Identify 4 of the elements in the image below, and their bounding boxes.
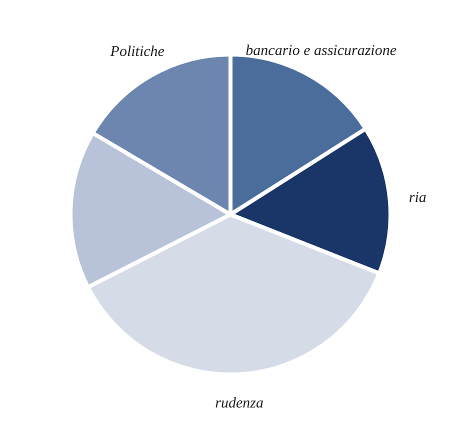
slice-label: bancario e assicurazione	[246, 42, 397, 59]
slice-label: Politiche	[109, 44, 165, 60]
slice-label: ria	[408, 190, 426, 206]
slice-label: rudenza	[215, 395, 264, 412]
